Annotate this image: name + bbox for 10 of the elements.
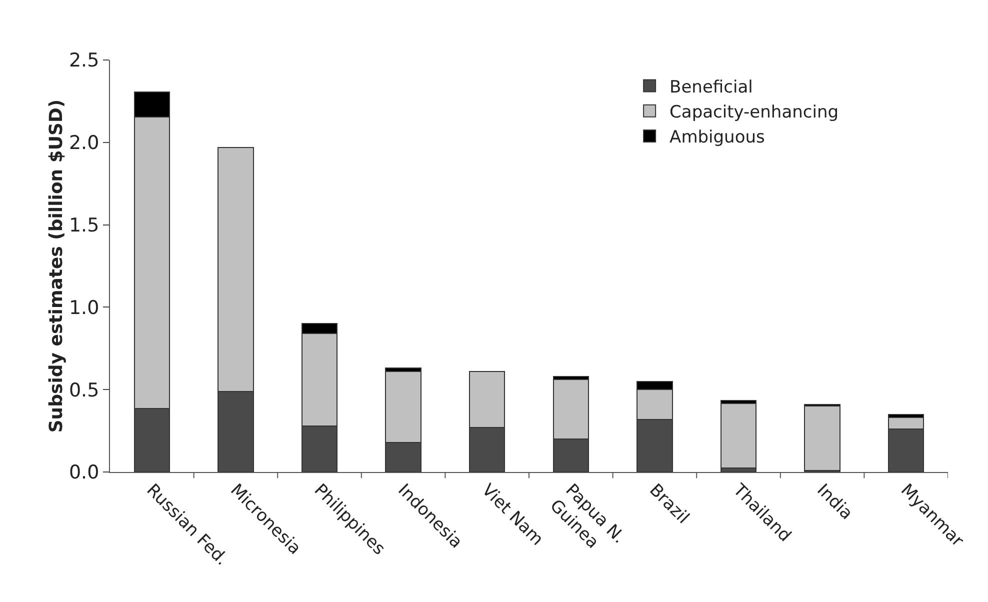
y-tick-label: 1.0: [68, 296, 100, 319]
y-tick-label: 0.0: [68, 462, 100, 484]
y-tick-label: 2.0: [68, 132, 100, 154]
y-axis-title: Subsidy estimates (billion $USD): [46, 99, 67, 433]
y-tick-label: 0.5: [68, 379, 100, 402]
y-tick-label: 1.5: [68, 214, 100, 236]
legend-label: Capacity-enhancing: [670, 102, 839, 123]
legend-label: Ambiguous: [670, 128, 766, 148]
legend-label: Beneficial: [670, 77, 753, 98]
y-tick-label: 2.5: [68, 50, 100, 72]
